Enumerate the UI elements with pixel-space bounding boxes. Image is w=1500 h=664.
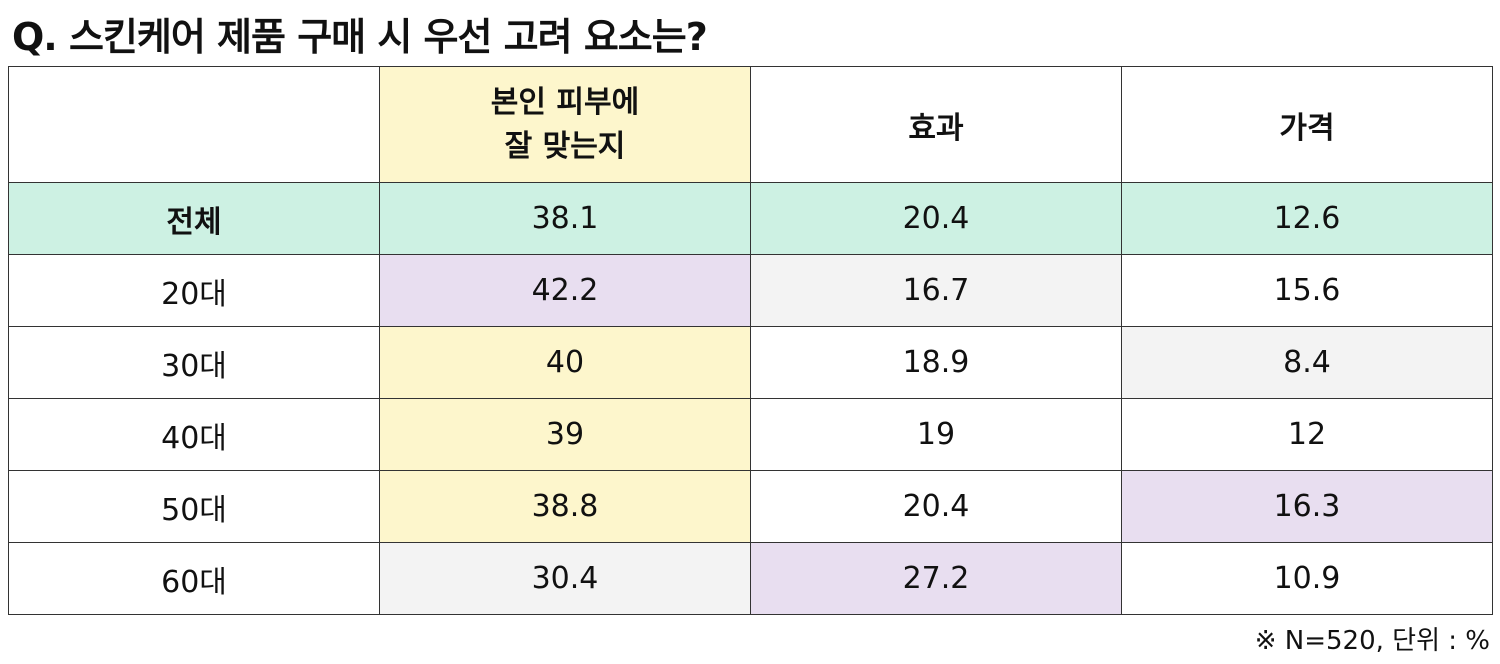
table-cell: 16.3 — [1121, 470, 1493, 543]
header-label-line2: 잘 맞는지 — [504, 128, 626, 164]
table-cell: 42.2 — [379, 254, 751, 327]
row-label: 전체 — [8, 182, 380, 255]
table-row: 50대 38.8 20.4 16.3 — [8, 470, 1493, 543]
sample-size-note: ※ N=520, 단위 : % — [1254, 626, 1490, 656]
table-cell: 10.9 — [1121, 542, 1493, 615]
row-label: 30대 — [8, 326, 380, 399]
row-label: 20대 — [8, 254, 380, 327]
survey-table: 본인 피부에 잘 맞는지 효과 가격 전체 38.1 20.4 12.6 20대… — [8, 66, 1493, 615]
table-cell: 20.4 — [750, 470, 1122, 543]
table-cell: 38.8 — [379, 470, 751, 543]
table-cell: 18.9 — [750, 326, 1122, 399]
header-label-line1: 본인 피부에 — [490, 84, 640, 120]
table-row: 전체 38.1 20.4 12.6 — [8, 182, 1493, 255]
table-header-row: 본인 피부에 잘 맞는지 효과 가격 — [8, 66, 1493, 183]
table-row: 60대 30.4 27.2 10.9 — [8, 542, 1493, 615]
header-corner-cell — [8, 66, 380, 183]
page-title: Q. 스킨케어 제품 구매 시 우선 고려 요소는? — [12, 15, 708, 59]
table-cell: 16.7 — [750, 254, 1122, 327]
table-cell: 19 — [750, 398, 1122, 471]
header-cell-effect: 효과 — [750, 66, 1122, 183]
header-cell-price: 가격 — [1121, 66, 1493, 183]
table-cell: 39 — [379, 398, 751, 471]
table-cell: 8.4 — [1121, 326, 1493, 399]
row-label: 40대 — [8, 398, 380, 471]
table-cell: 40 — [379, 326, 751, 399]
table-cell: 27.2 — [750, 542, 1122, 615]
table-row: 30대 40 18.9 8.4 — [8, 326, 1493, 399]
table-row: 40대 39 19 12 — [8, 398, 1493, 471]
table-cell: 30.4 — [379, 542, 751, 615]
table-cell: 20.4 — [750, 182, 1122, 255]
row-label: 60대 — [8, 542, 380, 615]
header-cell-skin-fit: 본인 피부에 잘 맞는지 — [379, 66, 751, 183]
table-cell: 12 — [1121, 398, 1493, 471]
row-label: 50대 — [8, 470, 380, 543]
table-row: 20대 42.2 16.7 15.6 — [8, 254, 1493, 327]
table-cell: 38.1 — [379, 182, 751, 255]
table-cell: 15.6 — [1121, 254, 1493, 327]
table-cell: 12.6 — [1121, 182, 1493, 255]
